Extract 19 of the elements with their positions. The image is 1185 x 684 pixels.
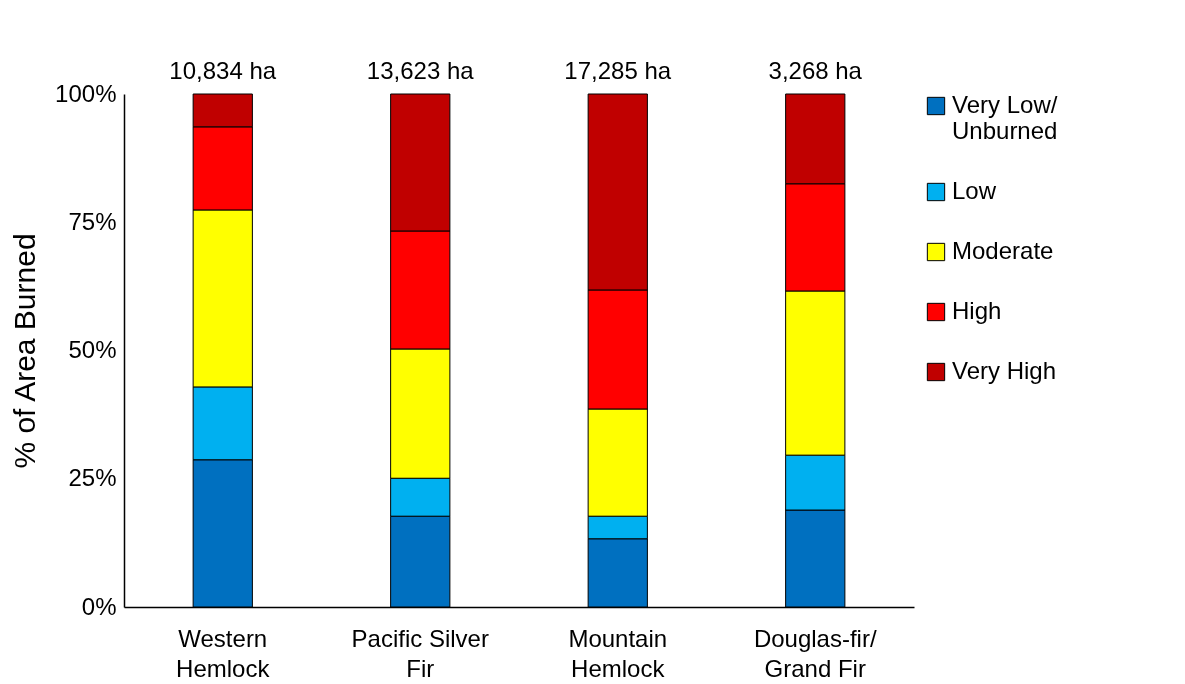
annotation: 17,285 ha bbox=[564, 57, 672, 84]
legend-label: Moderate bbox=[952, 237, 1054, 264]
annotation: 13,623 ha bbox=[366, 57, 475, 84]
legend-label: Low bbox=[952, 177, 997, 204]
y-tick-label: 25% bbox=[68, 464, 117, 492]
x-tick-label: Douglas-fir/ Grand Fir bbox=[753, 624, 877, 682]
x-tick-label: Western Hemlock bbox=[176, 624, 271, 682]
y-axis-title: % of Area Burned bbox=[8, 233, 42, 469]
legend-label: High bbox=[952, 297, 1002, 324]
x-tick-label: Pacific Silver Fir bbox=[351, 624, 489, 682]
x-tick-label: Mountain Hemlock bbox=[568, 624, 668, 682]
legend-label: Very High bbox=[952, 357, 1057, 384]
legend-label: Very Low/ Unburned bbox=[952, 91, 1058, 144]
annotation: 10,834 ha bbox=[169, 57, 277, 84]
y-tick-label: 50% bbox=[68, 336, 117, 363]
y-tick-label: 100% bbox=[55, 79, 117, 107]
annotation: 3,268 ha bbox=[768, 57, 863, 84]
y-tick-label: 75% bbox=[68, 207, 117, 235]
y-tick-label: 0% bbox=[81, 592, 117, 620]
